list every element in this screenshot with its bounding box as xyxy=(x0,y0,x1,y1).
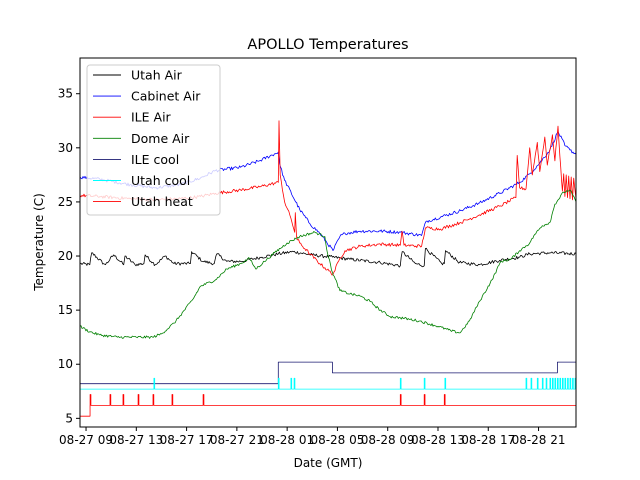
y-tick-label: 25 xyxy=(58,195,73,209)
x-axis-label: Date (GMT) xyxy=(294,456,363,470)
x-tick-label: 08-28 09 xyxy=(361,433,415,447)
x-tick-label: 08-27 21 xyxy=(210,433,264,447)
x-tick-label: 08-28 01 xyxy=(260,433,314,447)
legend-label: ILE cool xyxy=(131,152,179,167)
x-tick-label: 08-28 17 xyxy=(461,433,515,447)
y-tick-label: 30 xyxy=(58,141,73,155)
x-tick-label: 08-27 09 xyxy=(59,433,113,447)
legend-label: Utah heat xyxy=(131,194,193,209)
y-tick-label: 35 xyxy=(58,87,73,101)
series-dome-air xyxy=(80,189,576,339)
legend-label: Utah Air xyxy=(131,68,183,83)
chart-title: APOLLO Temperatures xyxy=(247,37,408,53)
legend-label: Cabinet Air xyxy=(131,89,201,104)
x-tick-label: 08-27 17 xyxy=(160,433,214,447)
y-tick-label: 20 xyxy=(58,249,73,263)
y-tick-label: 5 xyxy=(65,411,73,425)
legend-label: Utah cool xyxy=(131,173,190,188)
plot-frame xyxy=(79,57,577,428)
y-axis: 5 10 15 20 25 30 35 xyxy=(58,87,80,425)
x-tick-label: 08-28 13 xyxy=(411,433,465,447)
y-tick-label: 10 xyxy=(58,357,73,371)
legend: Utah Air Cabinet Air ILE Air Dome Air ILE co… xyxy=(86,64,221,216)
x-tick-label: 08-27 13 xyxy=(109,433,163,447)
y-tick-label: 15 xyxy=(58,303,73,317)
legend-label: ILE Air xyxy=(131,110,172,125)
series-utah-heat xyxy=(80,394,576,417)
series-utah-cool xyxy=(80,377,576,390)
x-tick-label: 08-28 21 xyxy=(512,433,566,447)
y-axis-label: Temperature (C) xyxy=(32,193,46,292)
legend-label: Dome Air xyxy=(131,131,190,146)
x-tick-label: 08-28 05 xyxy=(310,433,364,447)
legend-box xyxy=(86,64,221,216)
